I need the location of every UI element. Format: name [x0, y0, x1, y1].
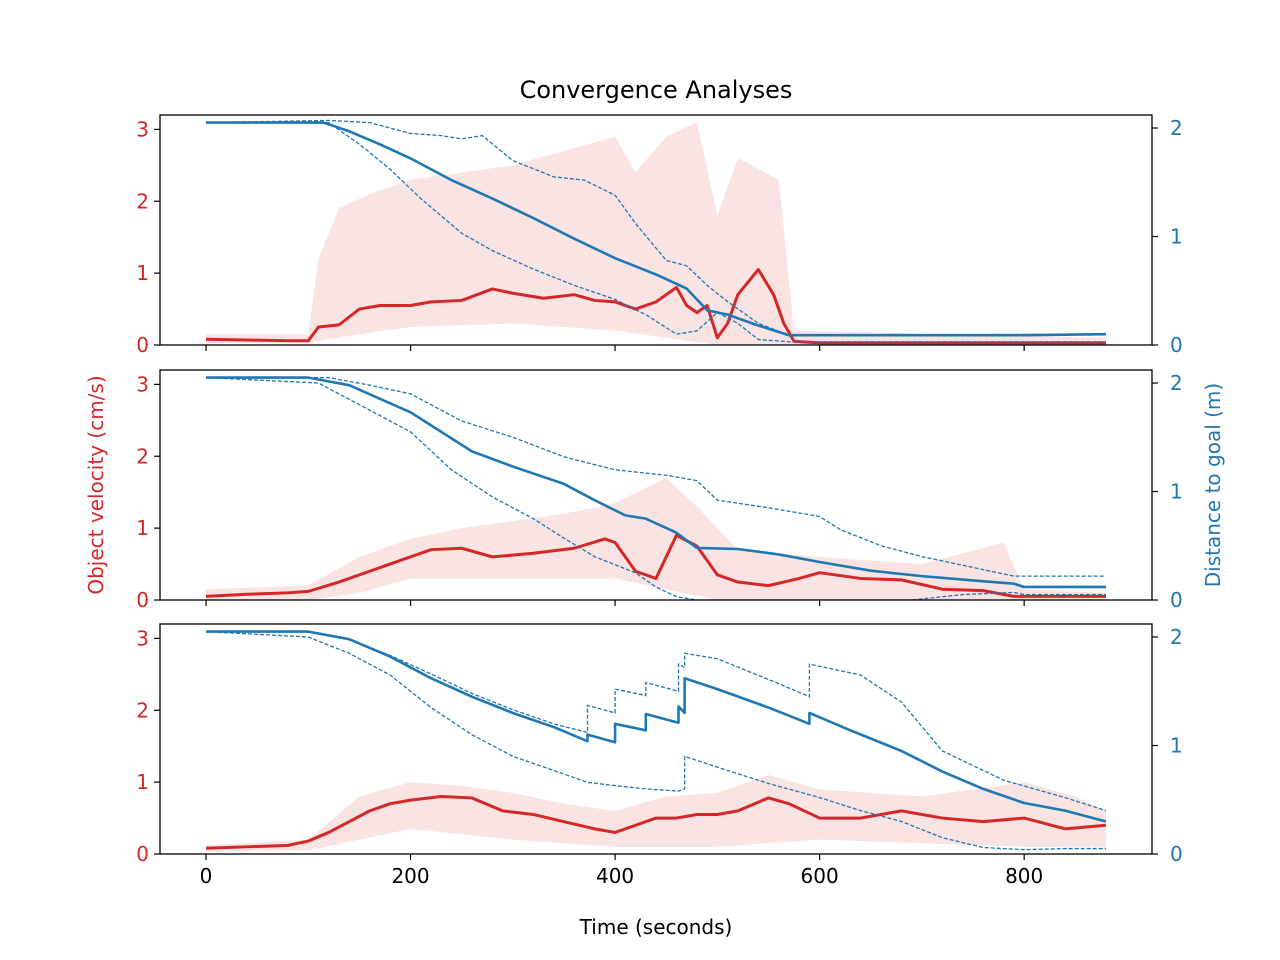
- velocity-band: [206, 477, 1106, 600]
- left-y-tick-label: 2: [136, 189, 149, 213]
- x-tick-label: 0: [200, 864, 213, 888]
- right-y-tick-label: 0: [1170, 588, 1183, 612]
- left-y-tick-label: 3: [136, 626, 149, 650]
- x-tick-label: 400: [596, 864, 634, 888]
- right-y-tick-label: 0: [1170, 333, 1183, 357]
- distance-mean-line: [206, 121, 1106, 337]
- left-y-tick-label: 0: [136, 842, 149, 866]
- left-y-tick-label: 3: [136, 372, 149, 396]
- velocity-band: [206, 122, 1106, 345]
- right-y-tick-label: 2: [1170, 116, 1183, 140]
- panel-1-plot-area: [205, 119, 1106, 345]
- x-tick-label: 600: [801, 864, 839, 888]
- x-axis-label: Time (seconds): [579, 915, 733, 939]
- chart-title: Convergence Analyses: [520, 76, 793, 104]
- left-y-tick-label: 1: [136, 770, 149, 794]
- right-y-tick-label: 1: [1170, 734, 1183, 758]
- distance-mean-line: [206, 376, 1106, 589]
- left-y-tick-label: 3: [136, 117, 149, 141]
- distance-upper-line: [206, 630, 1107, 812]
- distance-upper-line: [206, 376, 1106, 577]
- velocity-mean-line: [205, 533, 1106, 598]
- left-y-tick-label: 0: [136, 333, 149, 357]
- x-tick-label: 800: [1005, 864, 1043, 888]
- panels: 0 1 2 3 0 1 2 0 1 2 3 0 1 2 0 200 400 600 800 0 1 2 3 0 1 2: [136, 114, 1183, 888]
- panel-2: 0 1 2 3 0 1 2: [136, 369, 1183, 612]
- x-tick-label: 200: [391, 864, 429, 888]
- panel-frame: [159, 623, 1153, 855]
- velocity-mean-line: [205, 795, 1107, 850]
- left-y-tick-label: 0: [136, 588, 149, 612]
- right-y-tick-label: 1: [1170, 225, 1183, 249]
- panel-frame: [159, 114, 1153, 346]
- panel-3: 0 200 400 600 800 0 1 2 3 0 1 2: [136, 623, 1183, 888]
- left-y-axis-label: Object velocity (cm/s): [84, 375, 108, 594]
- velocity-band: [206, 774, 1106, 852]
- distance-lower-line: [206, 121, 1106, 343]
- panel-2-plot-area: [205, 376, 1106, 600]
- left-y-tick-label: 2: [136, 444, 149, 468]
- left-y-tick-label: 1: [136, 516, 149, 540]
- right-y-axis-label: Distance to goal (m): [1201, 383, 1225, 587]
- distance-mean-line: [206, 630, 1107, 823]
- right-y-tick-label: 1: [1170, 480, 1183, 504]
- left-y-tick-label: 2: [136, 698, 149, 722]
- right-y-tick-label: 0: [1170, 842, 1183, 866]
- velocity-mean-line: [205, 268, 1106, 345]
- panel-3-plot-area: [205, 630, 1107, 852]
- distance-upper-line: [206, 119, 1106, 336]
- right-y-tick-label: 2: [1170, 371, 1183, 395]
- right-y-tick-label: 2: [1170, 625, 1183, 649]
- distance-lower-line: [205, 630, 1106, 851]
- left-y-tick-label: 1: [136, 261, 149, 285]
- panel-1: 0 1 2 3 0 1 2: [136, 114, 1183, 357]
- distance-lower-line: [205, 376, 1106, 600]
- panel-frame: [159, 369, 1153, 601]
